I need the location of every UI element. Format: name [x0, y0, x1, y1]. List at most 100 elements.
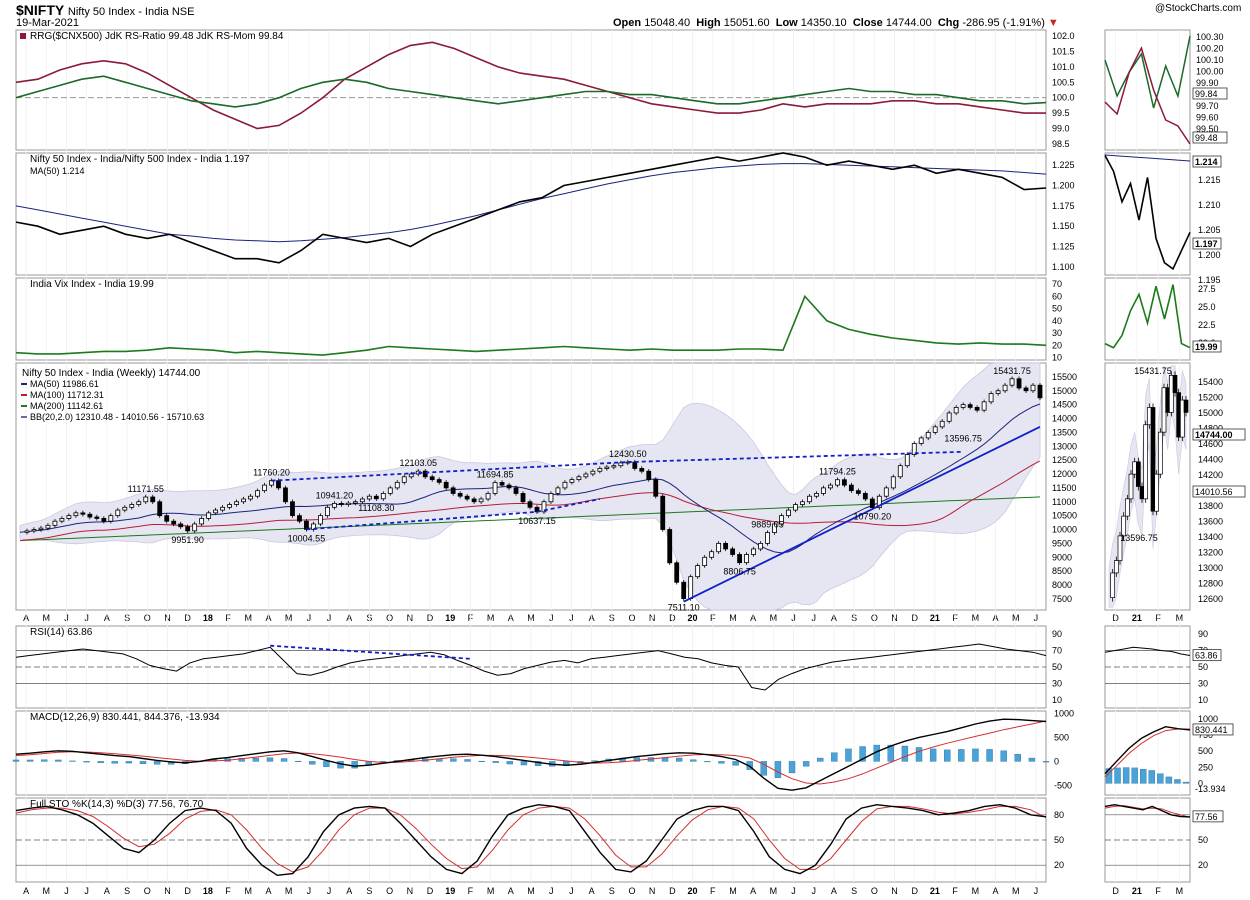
- x-axis-bottom-tick: F: [952, 886, 958, 896]
- candle: [206, 512, 212, 519]
- candle: [38, 527, 44, 530]
- candle: [311, 523, 316, 530]
- candle: [639, 468, 645, 472]
- ratio-y-tick: 1.100: [1052, 262, 1075, 272]
- macd-hist-bar: [69, 760, 76, 762]
- macd-hist-bar: [915, 747, 923, 762]
- candle: [359, 498, 365, 503]
- side-macd-hist-bar: [1157, 773, 1164, 784]
- price-annotation: 11760.20: [253, 468, 290, 478]
- x-axis-bottom-tick: F: [468, 886, 474, 896]
- side-price-y-tick: 12800: [1198, 579, 1223, 589]
- candle: [716, 542, 722, 553]
- side-panel-frame-rrg: [1104, 29, 1191, 151]
- side-rrg-y-tick: 99.60: [1196, 113, 1219, 123]
- price-legend: Nifty 50 Index - India (Weekly) 14744.00: [22, 368, 201, 379]
- side-sto-y-tick: 50: [1198, 835, 1208, 845]
- candle: [380, 493, 386, 500]
- ratio-ma-legend: MA(50) 1.214: [30, 166, 85, 176]
- candle: [786, 509, 791, 517]
- x-axis-bottom-tick: J: [811, 886, 816, 896]
- side-macd-line: [1104, 725, 1191, 775]
- ratio-y-tick: 1.150: [1052, 221, 1075, 231]
- rrg-y-tick: 102.0: [1052, 31, 1075, 41]
- ratio-y-tick: 1.175: [1052, 201, 1075, 211]
- candle: [352, 501, 358, 504]
- candle: [513, 487, 519, 494]
- side-vix-line: [1104, 284, 1191, 349]
- candle: [234, 501, 239, 505]
- side-macd-hist-bar: [1114, 767, 1121, 784]
- candle: [80, 512, 86, 515]
- side-rrg-y-tick: 100.20: [1196, 44, 1224, 54]
- x-axis-bottom-tick: M: [43, 886, 51, 896]
- macd-hist-bar: [704, 761, 711, 763]
- price-annotation: 12430.50: [609, 449, 647, 459]
- side-ratio-y-tick: 1.215: [1198, 175, 1221, 185]
- side-rsi-y-tick: 30: [1198, 678, 1208, 688]
- x-axis-bottom-tick: M: [245, 886, 253, 896]
- ratio-legend: Nifty 50 Index - India/Nifty 500 Index -…: [30, 154, 250, 165]
- macd-hist-bar: [859, 746, 866, 762]
- sto-k-line: [15, 803, 1047, 877]
- rsi-divergence-line: [270, 644, 471, 660]
- candle: [157, 501, 163, 517]
- candle: [793, 504, 798, 511]
- side-rrg-mom: [1104, 35, 1191, 109]
- side-candle: [1172, 375, 1178, 393]
- candle: [248, 495, 253, 500]
- macd-hist-bar: [718, 761, 725, 764]
- side-ratio-y-tick: 1.200: [1198, 250, 1221, 260]
- rrg-legend: RRG($CNX500) JdK RS-Ratio 99.48 JdK RS-M…: [30, 31, 284, 42]
- vix-legend: India Vix Index - India 19.99: [30, 279, 154, 290]
- candle: [450, 487, 456, 494]
- macd-hist-bar: [111, 761, 118, 764]
- macd-hist-bar: [506, 761, 514, 765]
- candle: [660, 495, 666, 530]
- macd-hist-bar: [972, 748, 979, 762]
- x-axis-bottom-tick: A: [104, 886, 110, 896]
- candle: [1002, 384, 1008, 392]
- last-value-box: [1192, 87, 1228, 100]
- macd-hist-bar: [774, 761, 782, 778]
- candle: [276, 480, 281, 489]
- x-axis-bottom-tick: A: [831, 886, 837, 896]
- candle: [897, 465, 903, 478]
- macd-hist-bar: [492, 761, 499, 763]
- x-axis-bottom-tick: J: [549, 886, 554, 896]
- candle: [527, 501, 533, 508]
- stockcharts-credit: @StockCharts.com: [1155, 3, 1242, 14]
- macd-hist-bar: [1014, 754, 1021, 762]
- x-axis-bottom-tick: J: [1034, 886, 1039, 896]
- last-value-box: [1192, 723, 1234, 736]
- side-rrg-ratio: [1104, 45, 1191, 145]
- side-macd-hist-bar: [1122, 767, 1130, 784]
- candle: [974, 407, 980, 411]
- last-value-box: [1192, 155, 1222, 168]
- price-y-tick: 10000: [1052, 525, 1077, 535]
- macd-hist-bar: [83, 761, 90, 763]
- candle: [129, 504, 135, 508]
- x-axis-bottom-tick: N: [649, 886, 656, 896]
- candle: [576, 476, 582, 480]
- macd-legend: MACD(12,26,9) 830.441, 844.376, -13.934: [30, 712, 220, 723]
- candle: [185, 526, 191, 532]
- candle: [73, 512, 79, 517]
- side-macd-y-tick: 500: [1198, 746, 1213, 756]
- macd-y-tick: -500: [1054, 780, 1072, 790]
- macd-line: [15, 718, 1047, 791]
- candle: [1023, 387, 1029, 392]
- ohlc-readout: Open 15048.40 High 15051.60 Low 14350.10…: [613, 17, 1059, 29]
- candle: [765, 532, 770, 544]
- macd-hist-bar: [478, 760, 485, 762]
- candle: [730, 548, 736, 555]
- side-candle: [1117, 535, 1123, 561]
- price-legend: MA(200) 11142.61: [30, 401, 103, 411]
- side-macd-hist-bar: [1148, 770, 1155, 784]
- candle: [667, 529, 673, 564]
- rrg-ratio-line: [15, 41, 1046, 130]
- candle: [199, 518, 205, 525]
- side-rsi-y-tick: 50: [1198, 662, 1208, 672]
- x-axis-bottom-tick: D: [184, 886, 191, 896]
